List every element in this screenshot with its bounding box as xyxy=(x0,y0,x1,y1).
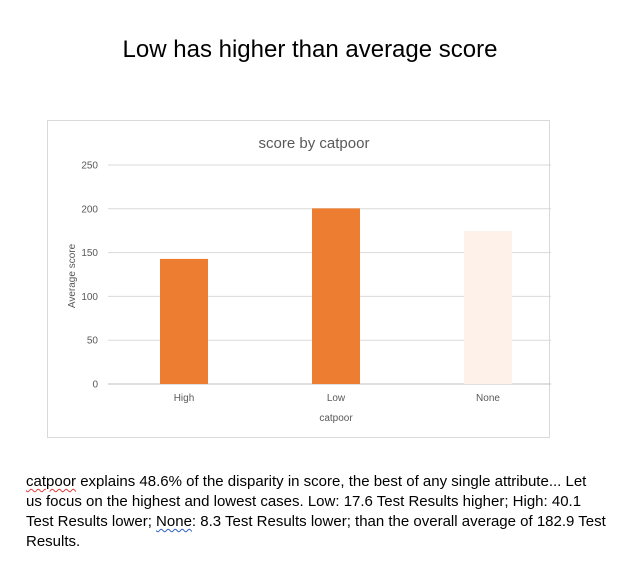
y-tick-label: 250 xyxy=(81,161,98,172)
summary-word-none: None xyxy=(156,513,192,530)
y-tick-label: 50 xyxy=(87,336,99,347)
bar-none xyxy=(464,231,512,384)
y-axis-title: Average score xyxy=(67,243,78,308)
page-title: Low has higher than average score xyxy=(122,36,498,63)
summary-paragraph: catpoor explains 48.6% of the disparity … xyxy=(26,472,606,552)
chart-title: score by catpoor xyxy=(259,135,370,152)
summary-text-2: : 8.3 Test Results lower; than the overa… xyxy=(26,513,606,550)
bar-high xyxy=(160,258,208,384)
bar-chart: score by catpoor Average score catpoor 0… xyxy=(67,135,551,424)
chart-container: score by catpoor Average score catpoor 0… xyxy=(47,120,551,438)
x-tick-label: None xyxy=(476,393,500,404)
y-tick-label: 0 xyxy=(92,380,98,391)
summary-text-1: explains 48.6% of the disparity in score… xyxy=(26,473,587,530)
x-axis-title: catpoor xyxy=(319,413,353,424)
y-tick-label: 150 xyxy=(81,248,98,259)
y-tick-label: 100 xyxy=(81,292,98,303)
x-tick-label: High xyxy=(174,393,195,404)
y-tick-label: 200 xyxy=(81,204,98,215)
x-tick-label: Low xyxy=(327,393,346,404)
bar-low xyxy=(312,208,360,384)
summary-word-catpoor: catpoor xyxy=(26,473,77,490)
